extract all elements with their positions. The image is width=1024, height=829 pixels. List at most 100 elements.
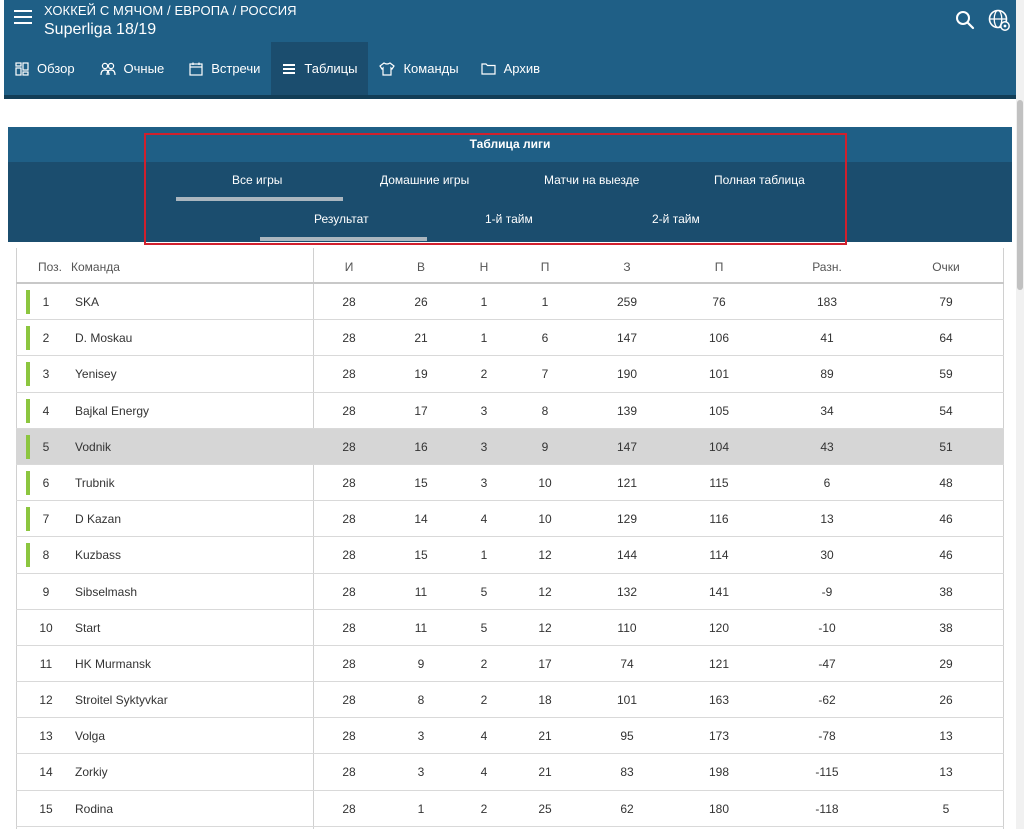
cell-team[interactable]: Zorkiy — [75, 765, 108, 780]
col-goals-conceded[interactable]: П — [714, 260, 724, 274]
col-wins[interactable]: В — [416, 260, 425, 274]
cell-team[interactable]: Volga — [75, 729, 106, 744]
cell-losses: 1 — [541, 295, 549, 309]
cell-games: 28 — [342, 693, 356, 708]
tab-home-games[interactable]: Домашние игры — [380, 173, 470, 187]
cell-draws: 2 — [480, 367, 488, 382]
cell-goals-scored: 74 — [620, 656, 634, 671]
table-card-header: Таблица лиги — [8, 127, 1012, 162]
cell-games: 28 — [342, 475, 356, 490]
nav-overview[interactable]: Обзор — [4, 42, 86, 95]
cell-team[interactable]: D. Moskau — [75, 331, 133, 346]
cell-team[interactable]: Stroitel Syktyvkar — [75, 693, 168, 708]
tab-second-half[interactable]: 2-й тайм — [652, 212, 700, 226]
hamburger-menu-icon[interactable] — [14, 10, 32, 26]
cell-team[interactable]: Yenisey — [75, 367, 117, 382]
nav-tables[interactable]: Таблицы — [271, 42, 369, 95]
cell-wins: 11 — [414, 584, 428, 599]
table-row[interactable]: 3 Yenisey 28 19 2 7 190 101 89 59 — [16, 356, 1004, 393]
cell-team[interactable]: D Kazan — [75, 512, 122, 527]
cell-position: 3 — [42, 367, 50, 382]
cell-draws: 4 — [480, 512, 488, 527]
col-goal-difference[interactable]: Разн. — [812, 260, 842, 274]
cell-team[interactable]: Vodnik — [75, 439, 112, 454]
nav-teams[interactable]: Команды — [368, 42, 469, 95]
col-position[interactable]: Поз. — [38, 260, 62, 274]
cell-goals-conceded: 105 — [708, 403, 730, 418]
table-row[interactable]: 2 D. Moskau 28 21 1 6 147 106 41 64 — [16, 320, 1004, 357]
col-losses[interactable]: П — [540, 260, 550, 274]
cell-losses: 12 — [538, 620, 552, 635]
nav-archive[interactable]: Архив — [470, 42, 551, 95]
cell-draws: 2 — [480, 693, 488, 708]
cell-wins: 26 — [414, 295, 428, 309]
cell-draws: 4 — [480, 729, 488, 744]
cell-draws: 2 — [480, 656, 488, 671]
table-icon — [283, 63, 296, 74]
table-row[interactable]: 15 Rodina 28 1 2 25 62 180 -118 5 — [16, 791, 1004, 827]
table-row[interactable]: 13 Volga 28 3 4 21 95 173 -78 13 — [16, 718, 1004, 755]
cell-goals-conceded: 198 — [708, 765, 730, 780]
cell-losses: 7 — [541, 367, 549, 382]
table-row[interactable]: 7 D Kazan 28 14 4 10 129 116 13 46 — [16, 501, 1004, 538]
scrollbar-thumb[interactable] — [1017, 100, 1023, 290]
page-scrollbar[interactable] — [1016, 0, 1024, 829]
table-row[interactable]: 5 Vodnik 28 16 3 9 147 104 43 51 — [16, 428, 1004, 465]
table-row[interactable]: 12 Stroitel Syktyvkar 28 8 2 18 101 163 -62 26 — [16, 682, 1004, 719]
breadcrumb[interactable]: ХОККЕЙ С МЯЧОМ / ЕВРОПА / РОССИЯ — [44, 3, 297, 18]
cell-goals-scored: 147 — [616, 439, 638, 454]
cell-draws: 3 — [480, 403, 488, 418]
cell-team[interactable]: Kuzbass — [75, 548, 122, 563]
cell-draws: 1 — [480, 331, 488, 346]
col-draws[interactable]: Н — [479, 260, 489, 274]
cell-losses: 21 — [538, 729, 552, 744]
cell-team[interactable]: Sibselmash — [75, 584, 138, 599]
cell-games: 28 — [342, 765, 356, 780]
cell-games: 28 — [342, 367, 356, 382]
standings-table: Поз. Команда И В Н П З П Разн. Очки 1 SKA… — [16, 248, 1004, 827]
table-card-title: Таблица лиги — [469, 137, 551, 151]
qualification-indicator — [26, 326, 30, 351]
table-row[interactable]: 1 SKA 28 26 1 1 259 76 183 79 — [16, 284, 1004, 321]
table-row[interactable]: 11 HK Murmansk 28 9 2 17 74 121 -47 29 — [16, 646, 1004, 683]
col-team[interactable]: Команда — [71, 260, 120, 274]
table-row[interactable]: 9 Sibselmash 28 11 5 12 132 141 -9 38 — [16, 574, 1004, 610]
col-points[interactable]: Очки — [932, 260, 960, 274]
cell-losses: 8 — [541, 403, 549, 418]
tab-result[interactable]: Результат — [314, 212, 369, 226]
tab-first-half[interactable]: 1-й тайм — [485, 212, 533, 226]
qualification-indicator — [26, 543, 30, 568]
table-row[interactable]: 6 Trubnik 28 15 3 10 121 115 6 48 — [16, 465, 1004, 502]
cell-losses: 12 — [538, 548, 552, 563]
tab-away-games[interactable]: Матчи на выезде — [544, 173, 640, 187]
nav-matches[interactable]: Встречи — [175, 42, 271, 95]
tab-all-games[interactable]: Все игры — [232, 173, 283, 187]
cell-team[interactable]: HK Murmansk — [75, 656, 152, 671]
col-games[interactable]: И — [344, 260, 354, 274]
search-icon[interactable] — [955, 10, 975, 30]
tab-full-table[interactable]: Полная таблица — [714, 173, 805, 187]
cell-team[interactable]: Start — [75, 620, 101, 635]
cell-goals-scored: 144 — [616, 548, 638, 563]
cell-team[interactable]: SKA — [75, 295, 100, 309]
col-goals-scored[interactable]: З — [623, 260, 631, 274]
cell-games: 28 — [342, 548, 356, 563]
cell-wins: 16 — [414, 439, 428, 454]
globe-settings-icon[interactable] — [987, 8, 1011, 32]
nav-matches-label: Встречи — [211, 61, 261, 76]
cell-points: 59 — [939, 367, 953, 382]
cell-goals-conceded: 101 — [708, 367, 730, 382]
cell-position: 12 — [39, 693, 53, 708]
cell-goal-difference: 43 — [820, 439, 834, 454]
cell-position: 7 — [42, 512, 50, 527]
table-row[interactable]: 8 Kuzbass 28 15 1 12 144 114 30 46 — [16, 537, 1004, 574]
table-row[interactable]: 14 Zorkiy 28 3 4 21 83 198 -115 13 — [16, 754, 1004, 791]
table-row[interactable]: 10 Start 28 11 5 12 110 120 -10 38 — [16, 610, 1004, 646]
nav-head-to-head[interactable]: Очные — [86, 42, 176, 95]
cell-team[interactable]: Trubnik — [75, 475, 115, 490]
shirt-icon — [379, 61, 396, 76]
cell-team[interactable]: Bajkal Energy — [75, 403, 150, 418]
cell-draws: 5 — [480, 584, 488, 599]
table-row[interactable]: 4 Bajkal Energy 28 17 3 8 139 105 34 54 — [16, 393, 1004, 429]
cell-team[interactable]: Rodina — [75, 801, 114, 816]
